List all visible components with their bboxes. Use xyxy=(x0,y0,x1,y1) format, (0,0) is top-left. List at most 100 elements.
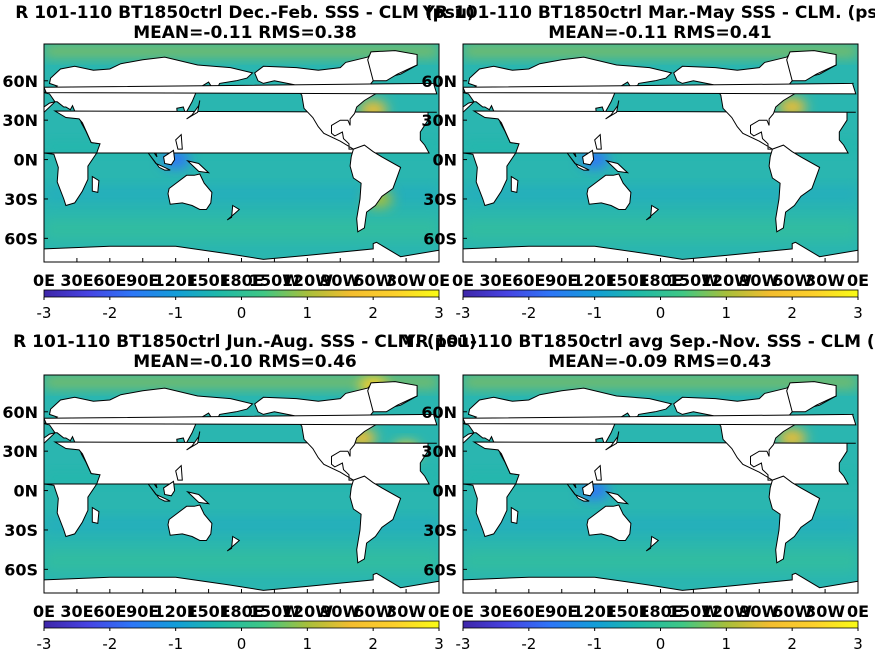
land-mask xyxy=(594,133,602,150)
lon-tick-label: 150E xyxy=(605,602,649,621)
lon-tick-label: 90W xyxy=(320,602,360,621)
lat-tick-label: 60N xyxy=(421,72,457,91)
land-mask xyxy=(582,480,595,497)
colorbar-tick-label: 1 xyxy=(722,635,732,653)
land-mask xyxy=(175,464,183,481)
land-mask xyxy=(175,133,183,150)
lon-tick-label: 120E xyxy=(154,602,198,621)
lon-tick-label: 180E xyxy=(219,271,263,290)
map-area xyxy=(44,375,439,593)
land-mask xyxy=(463,82,857,95)
land-mask xyxy=(566,483,590,502)
land-mask xyxy=(605,100,620,120)
lat-tick-label: 30S xyxy=(4,190,38,209)
land-mask xyxy=(463,413,857,426)
land-mask xyxy=(163,480,176,497)
lon-tick-label: 120E xyxy=(573,602,617,621)
land-mask xyxy=(605,431,620,451)
lat-tick-label: 30N xyxy=(2,442,38,461)
panel-stats: MEAN=-0.11 RMS=0.38 xyxy=(133,23,357,43)
map-panel-3: R 101-110 BT1850ctrl Jun.-Aug. SSS - CLM… xyxy=(2,332,476,653)
colorbar-tick-label: -1 xyxy=(168,304,183,322)
colorbar-tick-label: 3 xyxy=(853,635,863,653)
lon-tick-label: 60E xyxy=(93,602,126,621)
lon-tick-label: 0E xyxy=(33,271,55,290)
colorbar-tick-label: 0 xyxy=(656,304,666,322)
lon-tick-label: 0E xyxy=(452,602,474,621)
land-mask xyxy=(163,149,176,166)
map-area xyxy=(463,44,858,262)
lon-tick-label: 0E xyxy=(428,271,450,290)
lon-tick-label: 120W xyxy=(701,602,752,621)
land-mask xyxy=(167,504,213,541)
panel-title: YR 101-110 BT1850ctrl avg Sep.-Nov. SSS … xyxy=(402,332,875,352)
lon-tick-label: 30E xyxy=(60,602,93,621)
colorbar-tick-label: 3 xyxy=(434,304,444,322)
panel-title: YR 101-110 BT1850ctrl Mar.-May SSS - CLM… xyxy=(422,3,875,23)
lon-tick-label: 150W xyxy=(668,271,719,290)
colorbar: -3 -2 -1 0 1 2 3 xyxy=(456,289,863,322)
lon-tick-label: 30W xyxy=(386,271,426,290)
lon-tick-label: 150E xyxy=(186,271,230,290)
land-mask xyxy=(44,413,438,426)
lat-tick-label: 30N xyxy=(2,111,38,130)
land-mask xyxy=(186,159,211,174)
lon-tick-label: 30E xyxy=(60,271,93,290)
lon-tick-label: 30E xyxy=(479,602,512,621)
lon-tick-label: 120W xyxy=(282,271,333,290)
colorbar-gradient xyxy=(462,289,859,298)
land-mask xyxy=(645,204,660,221)
lon-tick-label: 90W xyxy=(739,271,779,290)
lon-tick-label: 30E xyxy=(479,271,512,290)
land-mask xyxy=(349,144,402,233)
lon-tick-label: 90E xyxy=(545,602,578,621)
lat-tick-label: 60N xyxy=(421,403,457,422)
land-mask xyxy=(594,464,602,481)
land-mask xyxy=(605,490,630,505)
land-mask xyxy=(186,490,211,505)
colorbar: -3 -2 -1 0 1 2 3 xyxy=(37,620,444,653)
lon-tick-label: 180E xyxy=(219,602,263,621)
map-panel-2: YR 101-110 BT1850ctrl Mar.-May SSS - CLM… xyxy=(421,3,875,322)
colorbar-tick-label: 0 xyxy=(237,635,247,653)
colorbar-tick-label: 2 xyxy=(368,304,378,322)
colorbar-tick-label: 2 xyxy=(787,304,797,322)
lat-tick-label: 0N xyxy=(432,151,457,170)
lon-tick-label: 90W xyxy=(320,271,360,290)
land-mask xyxy=(167,173,213,210)
lat-tick-label: 60S xyxy=(423,229,457,248)
land-mask xyxy=(367,381,418,413)
lat-tick-label: 30S xyxy=(4,521,38,540)
land-mask xyxy=(44,82,438,95)
land-mask xyxy=(147,483,171,502)
land-mask xyxy=(226,204,241,221)
lon-tick-label: 60W xyxy=(353,271,393,290)
lon-tick-label: 60W xyxy=(353,602,393,621)
panel-title: R 101-110 BT1850ctrl Dec.-Feb. SSS - CLM… xyxy=(15,3,475,23)
colorbar-gradient xyxy=(43,620,440,629)
land-mask xyxy=(566,152,590,171)
land-mask xyxy=(605,159,630,174)
lon-tick-label: 0E xyxy=(847,271,869,290)
colorbar-tick-label: -1 xyxy=(168,635,183,653)
land-mask xyxy=(367,50,418,82)
lon-tick-label: 90E xyxy=(126,602,159,621)
colorbar-gradient xyxy=(43,289,440,298)
lon-tick-label: 30W xyxy=(386,602,426,621)
lat-tick-label: 60N xyxy=(2,72,38,91)
lon-tick-label: 60W xyxy=(772,602,812,621)
map-panel-4: YR 101-110 BT1850ctrl avg Sep.-Nov. SSS … xyxy=(402,332,875,653)
colorbar-tick-label: 2 xyxy=(368,635,378,653)
lon-tick-label: 60W xyxy=(772,271,812,290)
lon-tick-label: 0E xyxy=(847,602,869,621)
lat-tick-label: 30N xyxy=(421,442,457,461)
map-area xyxy=(44,44,439,262)
colorbar-tick-label: -3 xyxy=(456,635,471,653)
colorbar-tick-label: -3 xyxy=(37,635,52,653)
lat-tick-label: 60S xyxy=(4,229,38,248)
land-mask xyxy=(186,431,201,451)
land-mask xyxy=(586,173,632,210)
land-mask xyxy=(463,241,858,262)
lon-tick-label: 120E xyxy=(154,271,198,290)
lon-tick-label: 0E xyxy=(452,271,474,290)
